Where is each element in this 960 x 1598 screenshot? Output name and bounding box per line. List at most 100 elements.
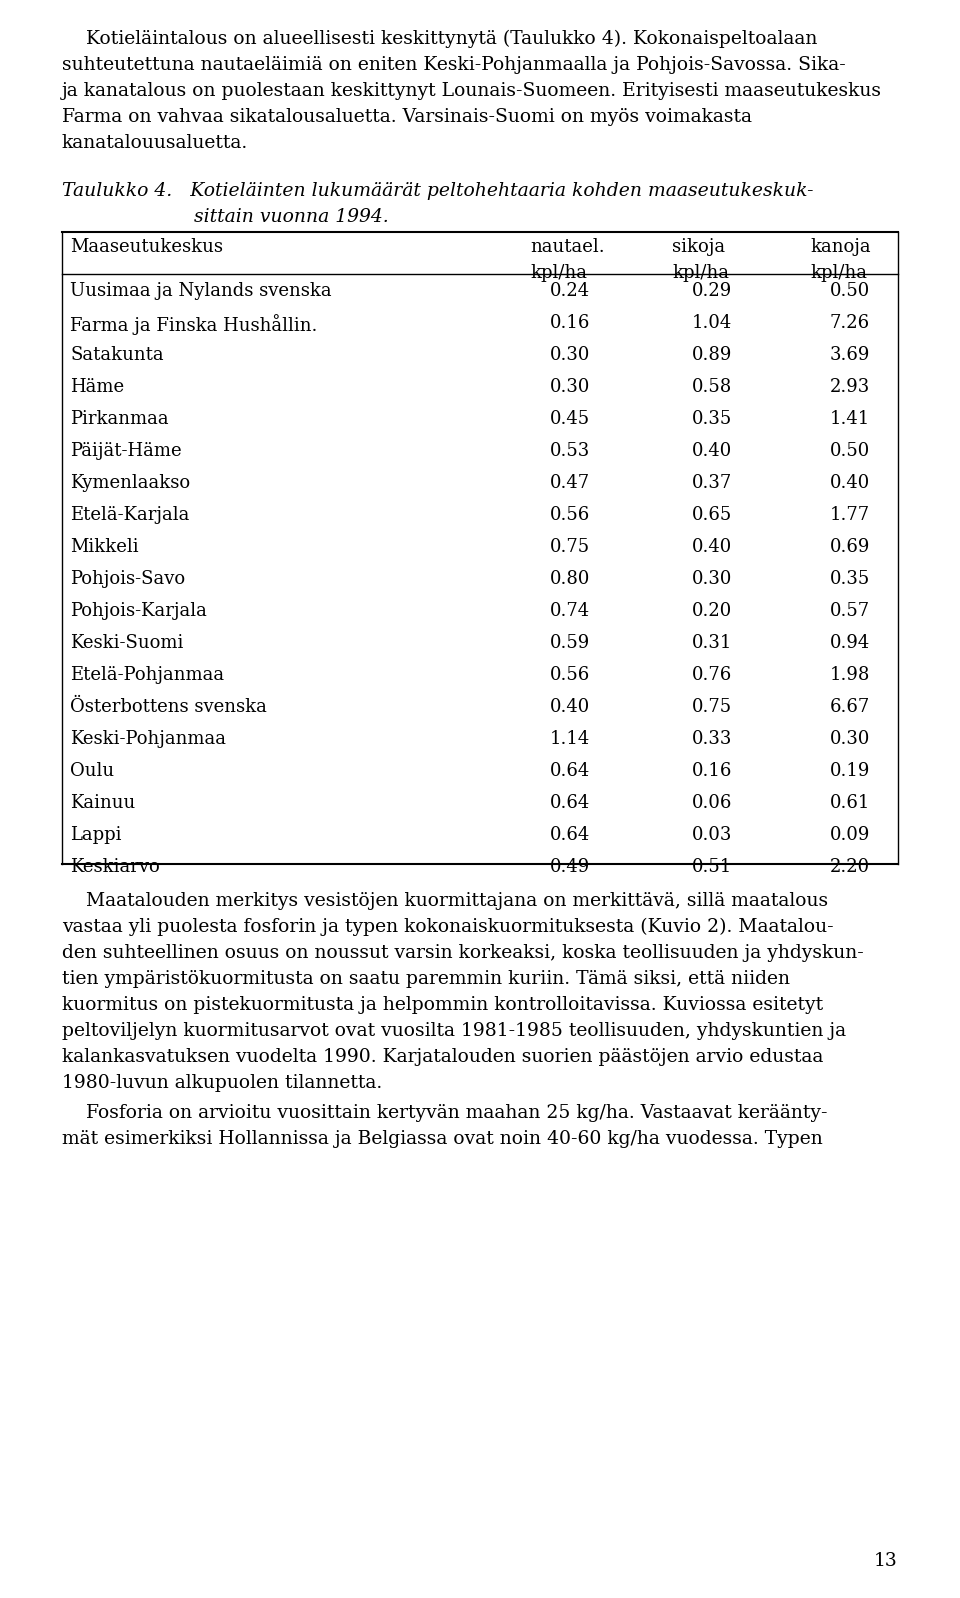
Text: 3.69: 3.69 [829,347,870,364]
Text: peltoviljelyn kuormitusarvot ovat vuosilta 1981-1985 teollisuuden, yhdyskuntien : peltoviljelyn kuormitusarvot ovat vuosil… [62,1023,846,1040]
Text: Mikkeli: Mikkeli [70,539,138,556]
Text: 0.50: 0.50 [829,443,870,460]
Text: 0.33: 0.33 [691,730,732,748]
Text: 0.58: 0.58 [692,379,732,396]
Text: 1.98: 1.98 [829,666,870,684]
Text: Kainuu: Kainuu [70,794,135,812]
Text: 0.30: 0.30 [550,379,590,396]
Text: 0.64: 0.64 [550,826,590,844]
Text: Fosforia on arvioitu vuosittain kertyvän maahan 25 kg/ha. Vastaavat keräänty-: Fosforia on arvioitu vuosittain kertyvän… [62,1104,828,1122]
Text: mät esimerkiksi Hollannissa ja Belgiassa ovat noin 40-60 kg/ha vuodessa. Typen: mät esimerkiksi Hollannissa ja Belgiassa… [62,1130,823,1147]
Text: 1980-luvun alkupuolen tilannetta.: 1980-luvun alkupuolen tilannetta. [62,1074,382,1091]
Text: suhteutettuna nautaeläimiä on eniten Keski-Pohjanmaalla ja Pohjois-Savossa. Sika: suhteutettuna nautaeläimiä on eniten Kes… [62,56,846,74]
Text: 0.50: 0.50 [829,281,870,300]
Text: Häme: Häme [70,379,124,396]
Text: Pohjois-Savo: Pohjois-Savo [70,570,185,588]
Text: 0.64: 0.64 [550,794,590,812]
Text: 0.61: 0.61 [829,794,870,812]
Text: 1.41: 1.41 [829,411,870,428]
Text: Taulukko 4.   Kotieläinten lukumäärät peltohehtaaria kohden maaseutukeskuk-: Taulukko 4. Kotieläinten lukumäärät pelt… [62,182,813,200]
Text: kpl/ha: kpl/ha [810,264,867,281]
Text: sikoja: sikoja [672,238,725,256]
Text: 1.04: 1.04 [692,313,732,332]
Text: 0.30: 0.30 [550,347,590,364]
Text: 0.29: 0.29 [692,281,732,300]
Text: Lappi: Lappi [70,826,122,844]
Text: 0.53: 0.53 [550,443,590,460]
Text: 0.35: 0.35 [692,411,732,428]
Text: 1.14: 1.14 [550,730,590,748]
Text: Maaseutukeskus: Maaseutukeskus [70,238,223,256]
Text: 0.16: 0.16 [691,762,732,780]
Text: 0.56: 0.56 [550,666,590,684]
Text: vastaa yli puolesta fosforin ja typen kokonaiskuormituksesta (Kuvio 2). Maatalou: vastaa yli puolesta fosforin ja typen ko… [62,917,833,936]
Text: Oulu: Oulu [70,762,114,780]
Text: 0.30: 0.30 [829,730,870,748]
Text: Keski-Suomi: Keski-Suomi [70,634,183,652]
Text: sittain vuonna 1994.: sittain vuonna 1994. [62,208,389,225]
Text: Kymenlaakso: Kymenlaakso [70,475,190,492]
Text: 0.20: 0.20 [692,602,732,620]
Text: 0.56: 0.56 [550,507,590,524]
Text: 1.77: 1.77 [829,507,870,524]
Text: 0.75: 0.75 [692,698,732,716]
Text: 6.67: 6.67 [829,698,870,716]
Text: 0.35: 0.35 [829,570,870,588]
Text: kanoja: kanoja [810,238,871,256]
Text: 13: 13 [875,1552,898,1569]
Text: 0.40: 0.40 [550,698,590,716]
Text: 0.40: 0.40 [692,443,732,460]
Text: 2.20: 2.20 [829,858,870,876]
Text: Keski-Pohjanmaa: Keski-Pohjanmaa [70,730,226,748]
Text: 0.49: 0.49 [550,858,590,876]
Text: 0.24: 0.24 [550,281,590,300]
Text: 0.65: 0.65 [692,507,732,524]
Text: 7.26: 7.26 [829,313,870,332]
Text: 0.40: 0.40 [692,539,732,556]
Text: 0.47: 0.47 [550,475,590,492]
Text: 0.06: 0.06 [691,794,732,812]
Text: Uusimaa ja Nylands svenska: Uusimaa ja Nylands svenska [70,281,331,300]
Text: 0.80: 0.80 [550,570,590,588]
Text: 0.89: 0.89 [691,347,732,364]
Text: 0.51: 0.51 [692,858,732,876]
Text: 0.30: 0.30 [691,570,732,588]
Text: nautael.: nautael. [530,238,605,256]
Text: 0.09: 0.09 [829,826,870,844]
Text: Etelä-Pohjanmaa: Etelä-Pohjanmaa [70,666,224,684]
Text: 0.57: 0.57 [829,602,870,620]
Text: 0.37: 0.37 [692,475,732,492]
Text: Österbottens svenska: Österbottens svenska [70,698,267,716]
Text: 0.94: 0.94 [829,634,870,652]
Text: kalankasvatuksen vuodelta 1990. Karjatalouden suorien päästöjen arvio edustaa: kalankasvatuksen vuodelta 1990. Karjatal… [62,1048,824,1066]
Text: 0.03: 0.03 [691,826,732,844]
Text: ja kanatalous on puolestaan keskittynyt Lounais-Suomeen. Erityisesti maaseutukes: ja kanatalous on puolestaan keskittynyt … [62,81,882,101]
Text: 0.16: 0.16 [550,313,590,332]
Text: 0.64: 0.64 [550,762,590,780]
Text: Satakunta: Satakunta [70,347,163,364]
Text: kpl/ha: kpl/ha [672,264,729,281]
Text: kanatalouusaluetta.: kanatalouusaluetta. [62,134,249,152]
Text: 0.74: 0.74 [550,602,590,620]
Text: Kotieläintalous on alueellisesti keskittynytä (Taulukko 4). Kokonaispeltoalaan: Kotieläintalous on alueellisesti keskitt… [62,30,817,48]
Text: 0.69: 0.69 [829,539,870,556]
Text: 0.59: 0.59 [550,634,590,652]
Text: kuormitus on pistekuormitusta ja helpommin kontrolloitavissa. Kuviossa esitetyt: kuormitus on pistekuormitusta ja helpomm… [62,996,823,1015]
Text: kpl/ha: kpl/ha [530,264,587,281]
Text: Pohjois-Karjala: Pohjois-Karjala [70,602,206,620]
Text: den suhteellinen osuus on noussut varsin korkeaksi, koska teollisuuden ja yhdysk: den suhteellinen osuus on noussut varsin… [62,944,864,962]
Text: 2.93: 2.93 [829,379,870,396]
Text: tien ympäristökuormitusta on saatu paremmin kuriin. Tämä siksi, että niiden: tien ympäristökuormitusta on saatu parem… [62,970,790,988]
Text: Farma ja Finska Hushållin.: Farma ja Finska Hushållin. [70,313,318,336]
Text: Pirkanmaa: Pirkanmaa [70,411,169,428]
Text: 0.45: 0.45 [550,411,590,428]
Text: Keskiarvo: Keskiarvo [70,858,159,876]
Text: 0.75: 0.75 [550,539,590,556]
Text: 0.31: 0.31 [691,634,732,652]
Text: Etelä-Karjala: Etelä-Karjala [70,507,189,524]
Text: 0.76: 0.76 [692,666,732,684]
Text: 0.19: 0.19 [829,762,870,780]
Text: 0.40: 0.40 [829,475,870,492]
Text: Maatalouden merkitys vesistöjen kuormittajana on merkittävä, sillä maatalous: Maatalouden merkitys vesistöjen kuormitt… [62,892,828,909]
Text: Farma on vahvaa sikatalousaluetta. Varsinais-Suomi on myös voimakasta: Farma on vahvaa sikatalousaluetta. Varsi… [62,109,752,126]
